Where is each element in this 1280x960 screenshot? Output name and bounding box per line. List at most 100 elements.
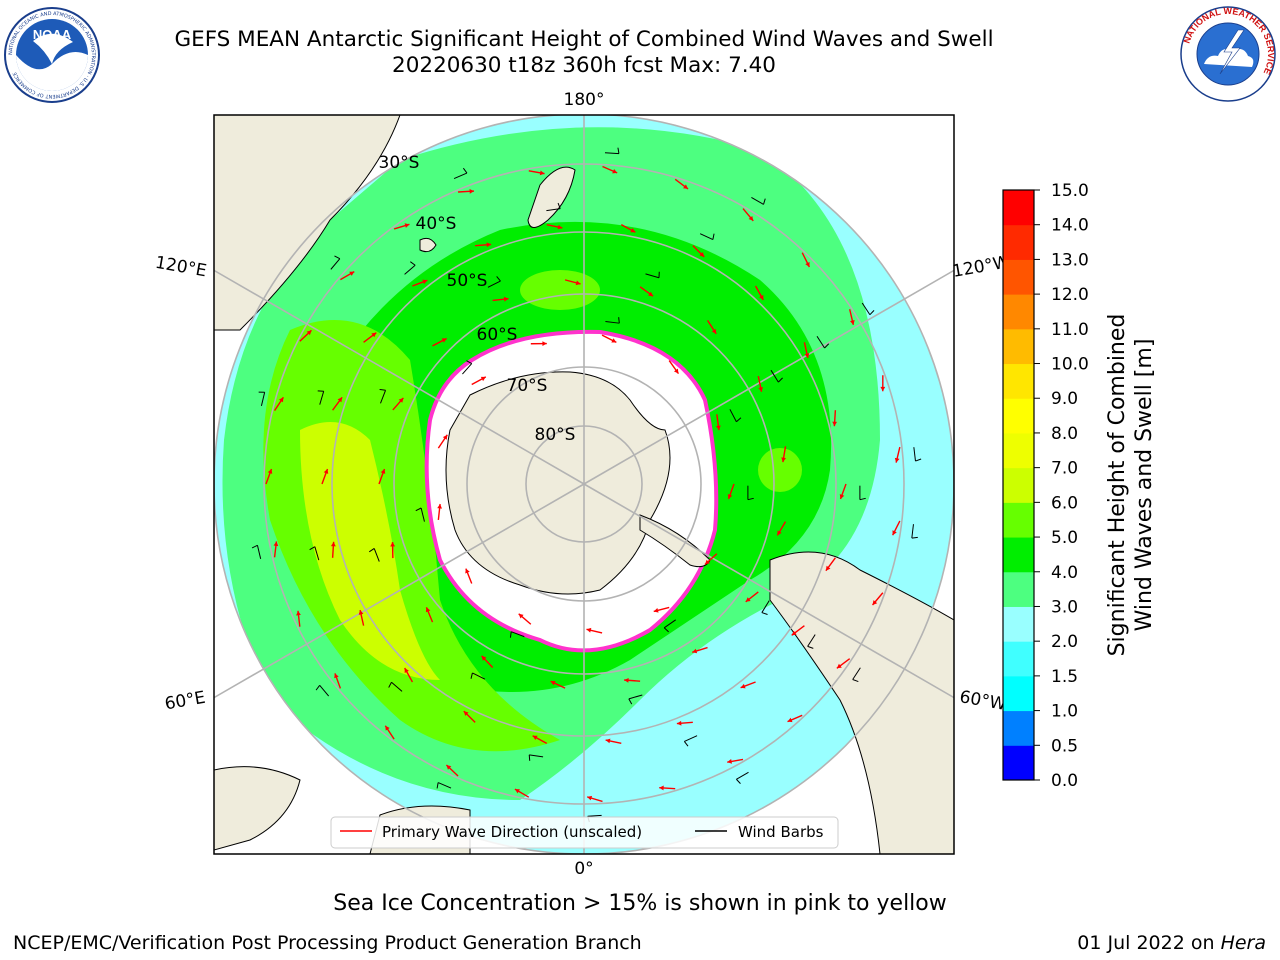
wave-arrow <box>550 680 566 689</box>
wave-arrow <box>296 610 301 627</box>
colorbar-tick-label: 15.0 <box>1051 181 1089 201</box>
colorbar-tick-label: 13.0 <box>1051 250 1089 270</box>
tasmania-land <box>419 237 437 253</box>
wind-barb <box>852 667 861 683</box>
wind-barb <box>487 276 501 288</box>
colorbar <box>1002 189 1035 781</box>
wind-barb <box>309 546 320 561</box>
colorbar-swatch <box>1003 398 1034 434</box>
credit-right: 01 Jul 2022 on Hera <box>1077 932 1266 954</box>
wind-barb <box>470 672 486 680</box>
meridian-2 <box>583 483 954 699</box>
wave-arrow <box>514 788 530 798</box>
wave-arrow <box>727 483 735 500</box>
wind-barb <box>528 754 544 761</box>
wave-arrow <box>392 397 404 411</box>
wind-barb <box>462 360 473 375</box>
lat-label-60s: 60°S <box>477 325 518 345</box>
wave-arrow <box>894 446 901 463</box>
south-america-land <box>769 551 954 854</box>
nws-logo-icon: NATIONAL WEATHER SERVICE <box>1180 6 1276 102</box>
wave-arrow <box>273 396 284 412</box>
colorbar-swatch <box>1003 328 1034 365</box>
lon-label-180: 180° <box>564 90 605 110</box>
wave-arrow <box>715 414 721 431</box>
colorbar-tick-label: 11.0 <box>1051 320 1089 340</box>
wave-arrow <box>518 613 532 625</box>
wind-barbs <box>251 147 922 823</box>
lon-label-60w: 60°W <box>958 687 1008 715</box>
wave-arrow <box>791 625 805 636</box>
colorbar-label-line2: Wind Waves and Swell [m] <box>1132 339 1157 632</box>
colorbar-swatch <box>1003 190 1034 226</box>
wave-arrow <box>706 320 717 335</box>
colorbar-tick-label: 14.0 <box>1051 216 1089 236</box>
lon-label-120e: 120°E <box>154 253 208 282</box>
wave-arrow <box>546 223 563 230</box>
noaa-logo-text: NOAA <box>33 27 72 42</box>
wave-arrow <box>445 764 459 777</box>
wave-arrow <box>363 332 377 343</box>
map-frame <box>213 114 955 855</box>
wave-arrow <box>624 677 641 683</box>
wind-barb <box>645 271 660 279</box>
colorbar-swatch <box>1003 571 1034 607</box>
antarctic-peninsula-land <box>639 514 711 568</box>
lat-label-30s: 30°S <box>379 153 420 173</box>
colorbar-tick-label: 0.5 <box>1051 736 1078 756</box>
colorbar-swatch <box>1003 675 1034 712</box>
wind-barb <box>747 485 754 501</box>
wave-arrow <box>321 468 329 485</box>
colorbar-swatch <box>1003 467 1034 503</box>
wind-barb <box>911 524 918 539</box>
wave-arrow <box>530 341 547 346</box>
colorbar-label-line1: Significant Height of Combined <box>1105 314 1130 657</box>
wave-arrow <box>825 557 836 572</box>
colorbar-tick-label: 6.0 <box>1051 493 1078 513</box>
wind-barb <box>379 388 387 404</box>
colorbar-tick-label: 2.0 <box>1051 632 1078 652</box>
colorbar-swatch <box>1003 432 1034 469</box>
colorbar-swatch <box>1003 710 1034 746</box>
wind-barb <box>388 681 403 692</box>
chart-subtitle: 20220630 t18z 360h fcst Max: 7.40 <box>392 53 776 78</box>
wind-barb <box>683 735 698 747</box>
wave-arrow <box>437 434 448 449</box>
colorbar-tick-label: 9.0 <box>1051 389 1078 409</box>
wave-arrow <box>653 606 670 613</box>
wind-barb <box>415 507 425 522</box>
colorbar-tick-label: 4.0 <box>1051 563 1078 583</box>
australia-land <box>214 115 401 331</box>
lon-label-60e: 60°E <box>163 688 207 715</box>
graticule <box>214 115 954 854</box>
wave-arrow <box>742 208 754 222</box>
wind-barb <box>699 233 715 240</box>
wind-barb <box>546 202 561 212</box>
wave-arrow <box>481 655 494 668</box>
wave-arrow <box>803 342 810 359</box>
colorbar-tick-label: 12.0 <box>1051 285 1089 305</box>
colorbar-swatch <box>1003 294 1034 330</box>
wave-arrow <box>639 286 654 297</box>
wave-arrow <box>393 223 410 230</box>
wind-barb <box>861 302 875 316</box>
wave-arrow <box>674 178 689 190</box>
colorbar-tick-label: 1.0 <box>1051 702 1078 722</box>
wind-barb <box>628 694 643 705</box>
wave-arrow <box>880 375 886 392</box>
lat-label-40s: 40°S <box>416 214 457 234</box>
wave-arrow <box>425 607 434 623</box>
wave-arrow <box>754 285 764 301</box>
colorbar-swatch <box>1003 745 1034 781</box>
wave-arrow <box>412 279 428 287</box>
wind-barb <box>258 391 266 406</box>
colorbar-swatch <box>1003 502 1034 538</box>
wind-barb <box>859 485 866 501</box>
wave-arrow <box>836 658 851 669</box>
wave-arrow <box>340 270 355 281</box>
wave-arrow <box>299 329 312 342</box>
wind-barb <box>330 255 341 270</box>
credit-left: NCEP/EMC/Verification Post Processing Pr… <box>13 932 642 954</box>
wind-barb <box>913 447 922 462</box>
